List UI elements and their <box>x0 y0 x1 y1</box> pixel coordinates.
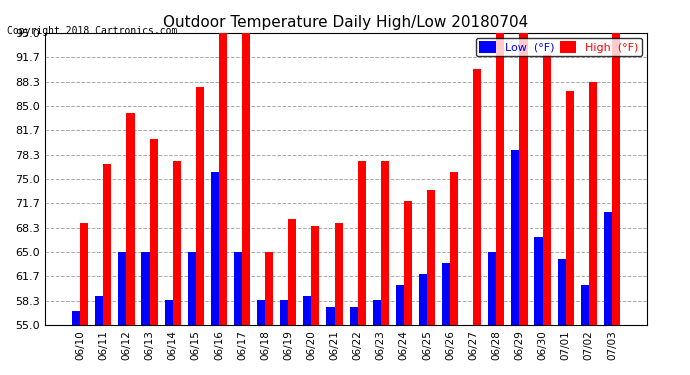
Bar <box>427 190 435 325</box>
Bar <box>257 300 265 325</box>
Bar <box>219 33 227 325</box>
Bar <box>373 300 381 325</box>
Bar <box>95 296 104 325</box>
Bar <box>589 82 597 325</box>
Bar <box>311 226 319 325</box>
Bar <box>350 307 357 325</box>
Bar <box>450 172 458 325</box>
Bar <box>542 54 551 325</box>
Bar <box>496 33 504 325</box>
Bar <box>172 160 181 325</box>
Bar <box>288 219 297 325</box>
Bar <box>211 172 219 325</box>
Bar <box>326 307 335 325</box>
Bar <box>72 310 80 325</box>
Bar <box>511 150 520 325</box>
Bar <box>242 33 250 325</box>
Bar <box>335 223 343 325</box>
Bar <box>150 139 157 325</box>
Bar <box>104 164 111 325</box>
Legend: Low  (°F), High  (°F): Low (°F), High (°F) <box>475 38 642 56</box>
Bar <box>357 160 366 325</box>
Bar <box>80 223 88 325</box>
Bar <box>265 252 273 325</box>
Bar <box>581 285 589 325</box>
Bar <box>535 237 542 325</box>
Bar <box>126 113 135 325</box>
Title: Outdoor Temperature Daily High/Low 20180704: Outdoor Temperature Daily High/Low 20180… <box>164 15 529 30</box>
Bar <box>304 296 311 325</box>
Bar <box>404 201 412 325</box>
Bar <box>442 263 450 325</box>
Bar <box>234 252 242 325</box>
Bar <box>558 260 566 325</box>
Bar <box>280 300 288 325</box>
Text: Copyright 2018 Cartronics.com: Copyright 2018 Cartronics.com <box>7 26 177 36</box>
Bar <box>196 87 204 325</box>
Bar <box>141 252 150 325</box>
Bar <box>473 69 482 325</box>
Bar <box>381 160 389 325</box>
Bar <box>396 285 404 325</box>
Bar <box>612 33 620 325</box>
Bar <box>520 33 528 325</box>
Bar <box>419 274 427 325</box>
Bar <box>119 252 126 325</box>
Bar <box>566 91 574 325</box>
Bar <box>165 300 172 325</box>
Bar <box>188 252 196 325</box>
Bar <box>604 212 612 325</box>
Bar <box>489 252 496 325</box>
